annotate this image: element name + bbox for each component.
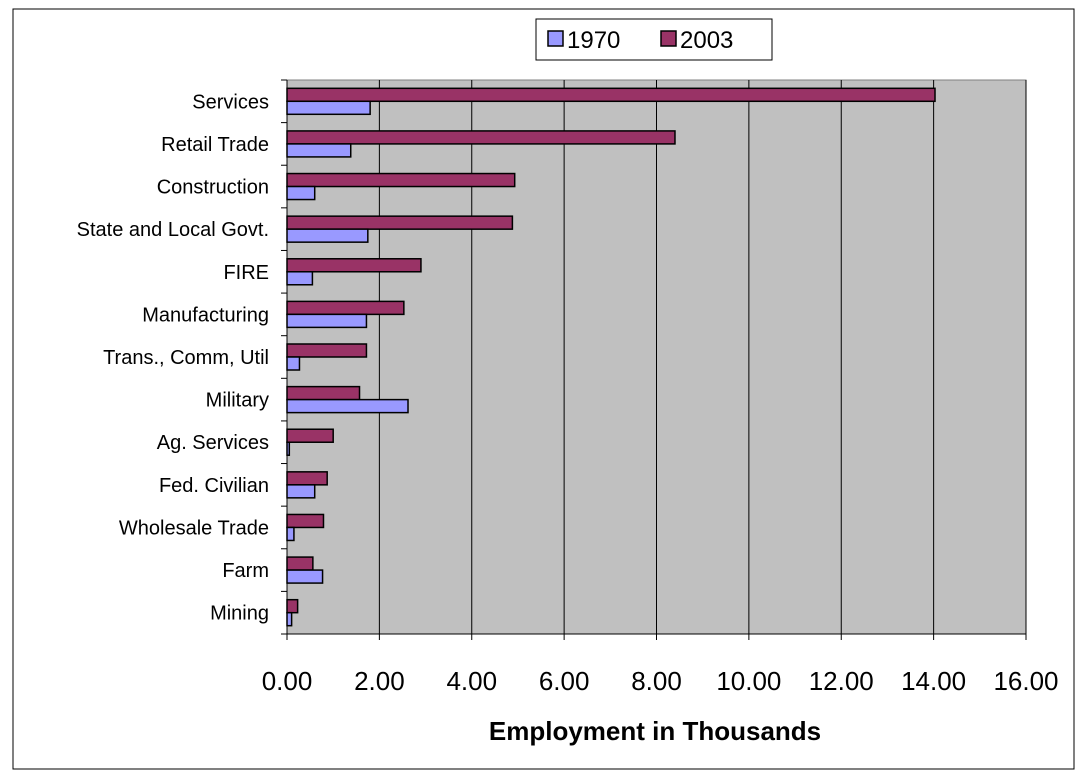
bar-1970 [286, 313, 368, 329]
bar-1970 [286, 398, 409, 414]
legend-swatch-2003 [660, 30, 677, 47]
category-label: Trans., Comm, Util [103, 347, 269, 369]
bar-1970 [286, 526, 295, 542]
legend: 1970 2003 [535, 18, 773, 61]
bar-2003 [286, 471, 328, 486]
category-label: Construction [157, 177, 269, 199]
x-tick-label: 14.00 [901, 666, 966, 696]
bar-1970 [286, 356, 301, 371]
bar-1970 [286, 143, 352, 158]
category-label: Ag. Services [157, 432, 269, 454]
category-label: Military [206, 390, 269, 412]
category-label: Mining [210, 603, 269, 625]
category-label: Retail Trade [161, 134, 269, 156]
bar-1970 [286, 185, 316, 201]
x-tick-label: 10.00 [716, 666, 781, 696]
labels-layer: 0.00 2.00 4.00 6.00 8.00 10.00 12.00 14.00 16.00… [77, 91, 1059, 696]
bar-2003 [286, 556, 314, 571]
x-tick-label: 2.00 [354, 666, 405, 696]
bar-1970 [286, 484, 316, 499]
x-axis-title: Employment in Thousands [489, 716, 821, 746]
legend-label-2003: 2003 [680, 27, 733, 54]
x-tick-label: 0.00 [262, 666, 313, 696]
category-label: FIRE [223, 262, 269, 284]
category-label: Wholesale Trade [119, 517, 269, 539]
bar-2003 [286, 513, 325, 529]
bar-2003 [286, 172, 516, 188]
category-label: Fed. Civilian [159, 475, 269, 497]
bars-layer [286, 87, 936, 627]
bar-1970 [286, 611, 293, 627]
bar-2003 [286, 300, 405, 316]
category-label: State and Local Govt. [77, 219, 269, 241]
x-tick-label: 12.00 [809, 666, 874, 696]
x-tick-label: 4.00 [446, 666, 497, 696]
bar-2003 [286, 598, 299, 614]
bar-2003 [286, 215, 514, 230]
bar-2003 [286, 428, 334, 443]
legend-label-1970: 1970 [567, 27, 620, 54]
x-tick-label: 16.00 [993, 666, 1058, 696]
bar-2003 [286, 130, 676, 145]
x-tick-label: 8.00 [631, 666, 682, 696]
category-label: Manufacturing [142, 304, 269, 326]
grid-layer [378, 80, 1027, 634]
category-label: Farm [222, 560, 269, 582]
bar-2003 [286, 385, 361, 401]
bar-2003 [286, 258, 422, 273]
legend-box [535, 18, 773, 61]
bar-1970 [286, 228, 369, 243]
axis-layer [281, 79, 1027, 640]
x-tick-label: 6.00 [539, 666, 590, 696]
legend-swatch-1970 [547, 30, 564, 47]
bar-2003 [286, 87, 936, 103]
bar-1970 [286, 271, 314, 286]
bar-2003 [286, 343, 368, 358]
bar-1970 [286, 100, 371, 116]
bar-1970 [286, 569, 324, 584]
category-label: Services [192, 91, 269, 113]
